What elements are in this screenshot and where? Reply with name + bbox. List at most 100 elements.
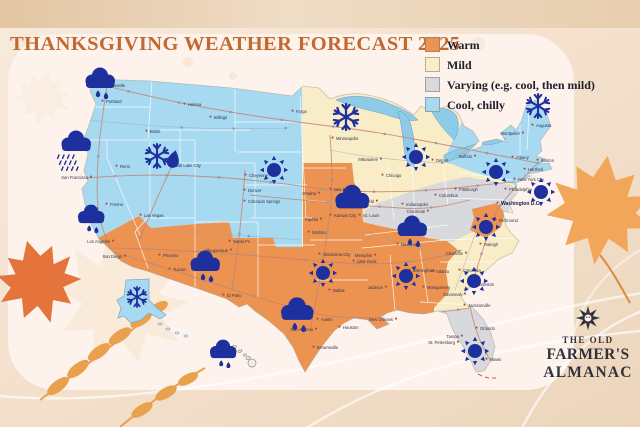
city-dot [112,239,114,242]
legend-swatch [425,77,440,92]
city-dot [427,209,429,212]
city-label: Montpelier [500,131,520,136]
city-label: Washington D.C. [501,201,541,207]
city-dot [457,340,459,343]
city-dot [434,193,437,196]
city-dot [243,199,246,202]
city-label: Las Vegas [144,213,164,218]
city-dot [475,326,478,329]
city-dot [328,288,331,291]
texas-rain-cloud [281,297,314,333]
city-label: Savannah [443,292,463,297]
city-label: Detroit [436,158,449,163]
city-label: Milwaukee [358,157,378,162]
city-dot [511,155,514,158]
city-label: Phoenix [163,253,179,258]
city-dot [331,136,334,139]
state-borders [83,79,530,311]
legend-swatch [425,97,440,112]
city-dot [139,213,142,216]
alabama-sun [391,261,421,291]
city-label: New Orleans [369,317,393,322]
city-label: Miami [490,357,501,362]
city-label: Memphis [355,253,372,258]
city-label: Austin [321,317,333,322]
almanac-logo: THE OLD FARMER'S ALMANAC [536,303,640,382]
hawaii-rain-cloud [209,339,237,369]
florida-keys [477,373,496,379]
city-label: Brownsville [317,345,339,350]
city-label: Little Rock [357,259,377,264]
city-dot [307,230,310,233]
city-dot [431,158,434,161]
city-dot [461,334,463,337]
city-label: San Francisco [61,175,88,180]
oregon-rain-cloud [56,130,91,172]
city-dot [230,248,232,251]
legend-item-2: Varying (e.g. cool, then mild) [425,77,595,92]
newyork-sun [481,157,511,187]
city-dot [358,213,361,216]
city-dot [244,173,247,176]
city-dot [479,242,482,245]
city-label: Seattle [112,83,126,88]
city-dot [474,154,476,157]
midwest-rain-cloud [335,184,370,209]
city-label: Topeka [304,217,318,222]
city-dot [209,115,212,118]
legend-swatch [425,57,440,72]
city-dot [458,268,461,271]
city-dot [318,252,321,255]
city-label: Atlanta [436,269,450,274]
southwest-rain-cloud [190,250,220,283]
background-swirls [0,248,640,427]
city-dot [228,239,231,242]
city-dot [454,187,457,190]
highways [85,85,539,361]
legend-item-1: Mild [425,57,595,72]
decorative-leaves [0,37,640,427]
city-label: Chicago [386,173,402,178]
ohio-valley-rain-cloud [397,215,427,248]
legend: Warm Mild Varying (e.g. cool, then mild) Co… [425,37,595,117]
pale-dot [229,72,237,80]
alaska [116,278,189,338]
logo-text-almanac: ALMANAC [543,364,633,381]
norcal-rain-cloud [77,204,105,234]
city-dot [158,253,161,256]
legend-label: Mild [447,57,472,72]
city-dot [90,175,92,178]
city-label: Pittsburgh [459,187,479,192]
city-label: Reno [120,164,131,169]
legend-item-3: Cool, chilly [425,97,595,112]
city-dot [316,317,319,320]
maine-snowflake [525,92,551,120]
city-label: Salt Lake City [175,163,202,168]
idaho-raindrop [166,150,179,168]
city-label: Boise [150,129,161,134]
dakotas-sun [259,155,289,185]
cream-leaf-topleft [9,64,76,132]
city-label: Jackson [368,285,384,290]
city-dot [124,254,126,257]
city-label: Tucson [173,267,187,272]
city-dot [145,129,148,132]
city-label: St. Petersburg [428,340,455,345]
idaho-snowflake [144,142,170,170]
city-label: Charleston [474,282,495,287]
city-dot [338,325,341,328]
city-dot [431,269,434,272]
city-label: Montgomery [427,285,451,290]
hawaii [231,345,257,368]
city-dot [105,202,108,205]
legend-label: Warm [447,37,480,52]
city-dot [376,199,378,202]
legend-label: Varying (e.g. cool, then mild) [447,77,595,92]
city-label: Fargo [296,109,308,114]
minnesota-snowflake [332,102,360,132]
city-dot [463,303,466,306]
city-label: Colorado Springs [248,199,280,204]
city-label: Helena [188,102,202,107]
city-label: Columbus [439,193,458,198]
